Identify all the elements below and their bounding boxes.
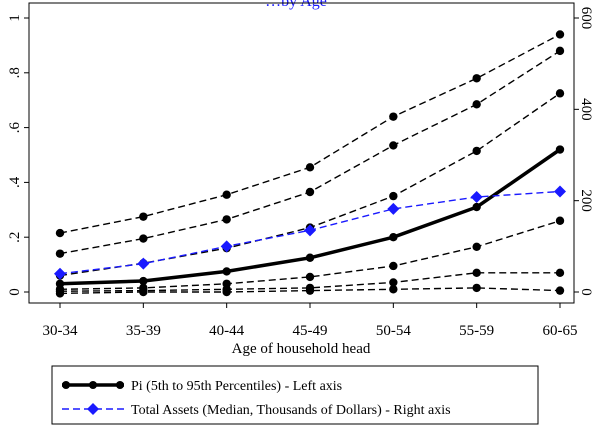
legend-marker xyxy=(62,381,70,389)
x-axis: 30-34 35-39 40-44 45-49 50-54 55-59 60-65 xyxy=(43,303,578,339)
legend-label: Total Assets (Median, Thousands of Dolla… xyxy=(131,403,451,418)
left-axis: 0 .2 .4 .6 .8 1 xyxy=(7,14,29,296)
legend-label: Pi (5th to 95th Percentiles) - Left axis xyxy=(131,379,342,394)
data-point xyxy=(222,215,230,223)
data-point xyxy=(56,249,64,257)
data-point xyxy=(556,217,564,225)
data-point xyxy=(221,240,233,252)
data-point xyxy=(556,145,564,153)
data-point xyxy=(471,191,483,203)
data-point xyxy=(139,212,147,220)
data-point xyxy=(556,89,564,97)
data-point xyxy=(389,233,397,241)
data-point xyxy=(472,284,480,292)
x-tick-label: 40-44 xyxy=(209,323,244,339)
left-tick-label: .2 xyxy=(7,232,23,243)
data-point xyxy=(222,288,230,296)
legend: Pi (5th to 95th Percentiles) - Left axis… xyxy=(52,366,538,424)
x-tick-label: 45-49 xyxy=(293,323,328,339)
left-tick-label: 1 xyxy=(7,14,23,22)
data-point xyxy=(472,74,480,82)
x-tick-label: 60-65 xyxy=(543,323,578,339)
data-point xyxy=(306,254,314,262)
legend-marker xyxy=(116,381,124,389)
data-point xyxy=(306,286,314,294)
right-axis: 0 200 400 600 xyxy=(574,7,592,296)
x-tick-label: 30-34 xyxy=(43,323,78,339)
series-pi-percentile xyxy=(56,30,564,237)
data-point xyxy=(389,285,397,293)
x-tick-label: 50-54 xyxy=(376,323,411,339)
data-point xyxy=(472,147,480,155)
series-line xyxy=(60,51,560,254)
data-point xyxy=(389,192,397,200)
left-tick-label: .8 xyxy=(7,67,23,78)
right-tick-label: 200 xyxy=(578,189,592,212)
right-tick-label: 400 xyxy=(578,98,592,121)
right-tick-label: 0 xyxy=(578,288,592,296)
data-point xyxy=(387,203,399,215)
data-point xyxy=(472,269,480,277)
left-tick-label: .4 xyxy=(7,176,23,188)
data-point xyxy=(56,289,64,297)
data-point xyxy=(472,243,480,251)
data-point xyxy=(556,269,564,277)
series-pi-percentile xyxy=(56,89,564,280)
series-layer xyxy=(54,30,566,297)
data-point xyxy=(56,229,64,237)
data-point xyxy=(139,288,147,296)
data-point xyxy=(137,258,149,270)
legend-marker xyxy=(89,381,97,389)
data-point xyxy=(472,203,480,211)
left-tick-label: .6 xyxy=(7,121,23,133)
chart-title: …by Age xyxy=(265,0,327,10)
data-point xyxy=(556,30,564,38)
data-point xyxy=(306,188,314,196)
data-point xyxy=(306,273,314,281)
data-point xyxy=(389,112,397,120)
left-tick-label: 0 xyxy=(7,288,23,296)
data-point xyxy=(139,234,147,242)
data-point xyxy=(222,191,230,199)
data-point xyxy=(54,268,66,280)
data-point xyxy=(222,267,230,275)
data-point xyxy=(306,163,314,171)
data-point xyxy=(556,286,564,294)
data-point xyxy=(556,47,564,55)
series-line xyxy=(60,93,560,275)
data-point xyxy=(389,262,397,270)
right-tick-label: 600 xyxy=(578,7,592,30)
data-point xyxy=(554,186,566,198)
x-tick-label: 35-39 xyxy=(126,323,161,339)
x-tick-label: 55-59 xyxy=(459,323,494,339)
data-point xyxy=(389,141,397,149)
data-point xyxy=(472,100,480,108)
x-axis-title: Age of household head xyxy=(232,341,371,357)
